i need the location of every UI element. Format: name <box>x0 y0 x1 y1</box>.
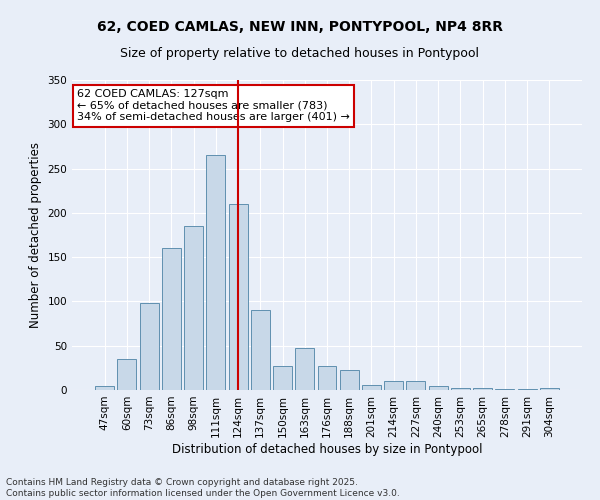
Text: Size of property relative to detached houses in Pontypool: Size of property relative to detached ho… <box>121 48 479 60</box>
Y-axis label: Number of detached properties: Number of detached properties <box>29 142 42 328</box>
Text: Contains HM Land Registry data © Crown copyright and database right 2025.
Contai: Contains HM Land Registry data © Crown c… <box>6 478 400 498</box>
Bar <box>251 310 270 390</box>
Bar <box>95 386 114 390</box>
Bar <box>473 388 492 390</box>
Bar <box>118 359 136 390</box>
Bar <box>429 386 448 390</box>
Bar <box>206 156 225 390</box>
Bar <box>496 389 514 390</box>
Bar <box>362 384 381 390</box>
X-axis label: Distribution of detached houses by size in Pontypool: Distribution of detached houses by size … <box>172 442 482 456</box>
Bar <box>451 388 470 390</box>
Text: 62 COED CAMLAS: 127sqm
← 65% of detached houses are smaller (783)
34% of semi-de: 62 COED CAMLAS: 127sqm ← 65% of detached… <box>77 90 350 122</box>
Bar <box>540 388 559 390</box>
Bar <box>518 389 536 390</box>
Text: 62, COED CAMLAS, NEW INN, PONTYPOOL, NP4 8RR: 62, COED CAMLAS, NEW INN, PONTYPOOL, NP4… <box>97 20 503 34</box>
Bar <box>340 370 359 390</box>
Bar <box>295 348 314 390</box>
Bar <box>229 204 248 390</box>
Bar <box>384 381 403 390</box>
Bar <box>162 248 181 390</box>
Bar <box>406 381 425 390</box>
Bar <box>273 366 292 390</box>
Bar <box>140 303 158 390</box>
Bar <box>184 226 203 390</box>
Bar <box>317 366 337 390</box>
